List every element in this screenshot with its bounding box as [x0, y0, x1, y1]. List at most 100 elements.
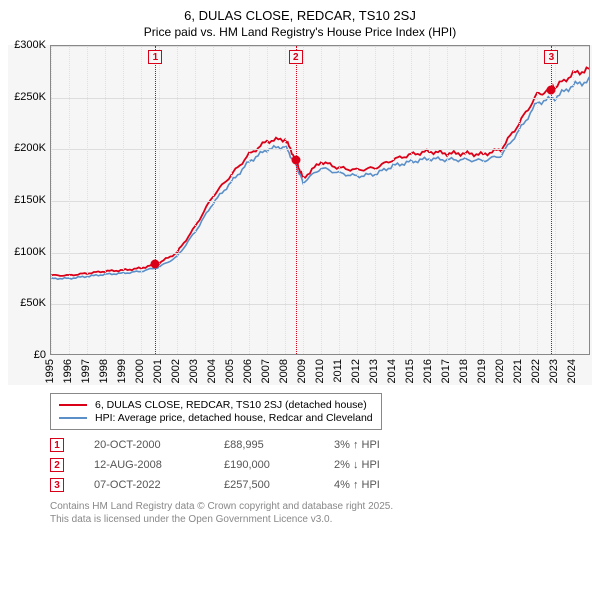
sale-marker-dot	[291, 155, 300, 164]
sale-marker-dot	[151, 260, 160, 269]
gridline-v	[141, 46, 142, 354]
x-tick-label: 2013	[368, 359, 380, 383]
gridline-v	[393, 46, 394, 354]
sale-date: 12-AUG-2008	[94, 459, 194, 471]
x-tick-label: 2024	[566, 359, 578, 383]
gridline-v	[303, 46, 304, 354]
legend-swatch	[59, 417, 87, 419]
gridline-v	[573, 46, 574, 354]
sale-diff: 4% ↑ HPI	[334, 479, 380, 491]
gridline-v	[321, 46, 322, 354]
chart-subtitle: Price paid vs. HM Land Registry's House …	[8, 25, 592, 39]
x-tick-label: 2008	[278, 359, 290, 383]
gridline-h	[51, 253, 589, 254]
x-tick-label: 2006	[242, 359, 254, 383]
sale-marker-line	[155, 46, 156, 354]
sale-price: £257,500	[224, 479, 304, 491]
x-tick-label: 2018	[458, 359, 470, 383]
gridline-v	[87, 46, 88, 354]
sale-price: £88,995	[224, 439, 304, 451]
x-tick-label: 2022	[530, 359, 542, 383]
sale-index-badge: 3	[50, 478, 64, 492]
x-tick-label: 1999	[116, 359, 128, 383]
x-tick-label: 2009	[296, 359, 308, 383]
x-tick-label: 2011	[332, 359, 344, 383]
gridline-v	[339, 46, 340, 354]
x-tick-label: 2010	[314, 359, 326, 383]
y-tick-label: £50K	[20, 297, 46, 309]
x-tick-label: 2019	[476, 359, 488, 383]
sale-row: 212-AUG-2008£190,0002% ↓ HPI	[50, 458, 592, 472]
gridline-v	[231, 46, 232, 354]
legend-item: 6, DULAS CLOSE, REDCAR, TS10 2SJ (detach…	[59, 399, 373, 411]
x-axis: 1995199619971998199920002001200220032004…	[50, 355, 590, 385]
legend: 6, DULAS CLOSE, REDCAR, TS10 2SJ (detach…	[50, 393, 382, 430]
x-tick-label: 1995	[44, 359, 56, 383]
x-tick-label: 2005	[224, 359, 236, 383]
gridline-v	[375, 46, 376, 354]
x-tick-label: 2015	[404, 359, 416, 383]
x-tick-label: 2004	[206, 359, 218, 383]
gridline-v	[177, 46, 178, 354]
x-tick-label: 2014	[386, 359, 398, 383]
gridline-h	[51, 304, 589, 305]
gridline-v	[429, 46, 430, 354]
gridline-v	[195, 46, 196, 354]
sale-row: 1 20-OCT-2000 £88,995 3% ↑ HPI	[50, 438, 592, 452]
x-tick-label: 2002	[170, 359, 182, 383]
sale-marker-badge: 1	[148, 50, 162, 64]
y-tick-label: £100K	[14, 246, 46, 258]
x-tick-label: 2020	[494, 359, 506, 383]
gridline-v	[123, 46, 124, 354]
sale-date: 07-OCT-2022	[94, 479, 194, 491]
gridline-v	[501, 46, 502, 354]
y-tick-label: £300K	[14, 39, 46, 51]
attribution-line: This data is licensed under the Open Gov…	[50, 513, 592, 526]
x-tick-label: 2023	[548, 359, 560, 383]
x-tick-label: 2003	[188, 359, 200, 383]
x-tick-label: 1996	[62, 359, 74, 383]
gridline-v	[465, 46, 466, 354]
gridline-v	[447, 46, 448, 354]
sale-diff: 2% ↓ HPI	[334, 459, 380, 471]
legend-swatch	[59, 404, 87, 406]
gridline-v	[69, 46, 70, 354]
sale-date: 20-OCT-2000	[94, 439, 194, 451]
gridline-v	[411, 46, 412, 354]
attribution-line: Contains HM Land Registry data © Crown c…	[50, 500, 592, 513]
sale-marker-badge: 3	[544, 50, 558, 64]
sale-index-badge: 1	[50, 438, 64, 452]
chart-title: 6, DULAS CLOSE, REDCAR, TS10 2SJ	[8, 8, 592, 23]
x-tick-label: 1997	[80, 359, 92, 383]
x-tick-label: 2001	[152, 359, 164, 383]
x-tick-label: 2017	[440, 359, 452, 383]
gridline-v	[249, 46, 250, 354]
sale-marker-badge: 2	[289, 50, 303, 64]
sale-diff: 3% ↑ HPI	[334, 439, 380, 451]
legend-label: 6, DULAS CLOSE, REDCAR, TS10 2SJ (detach…	[95, 399, 367, 411]
gridline-v	[213, 46, 214, 354]
sale-marker-dot	[547, 85, 556, 94]
x-tick-label: 2016	[422, 359, 434, 383]
x-tick-label: 2021	[512, 359, 524, 383]
legend-item: HPI: Average price, detached house, Redc…	[59, 412, 373, 424]
y-tick-label: £250K	[14, 91, 46, 103]
sale-index-badge: 2	[50, 458, 64, 472]
sale-marker-line	[296, 46, 297, 354]
x-tick-label: 2007	[260, 359, 272, 383]
sales-table: 1 20-OCT-2000 £88,995 3% ↑ HPI 2 12-AUG-2008 £…	[50, 438, 592, 492]
x-tick-label: 2012	[350, 359, 362, 383]
y-tick-label: £150K	[14, 194, 46, 206]
gridline-v	[483, 46, 484, 354]
gridline-v	[51, 46, 52, 354]
x-tick-label: 2000	[134, 359, 146, 383]
gridline-h	[51, 98, 589, 99]
gridline-v	[285, 46, 286, 354]
legend-label: HPI: Average price, detached house, Redc…	[95, 412, 373, 424]
chart-container: 6, DULAS CLOSE, REDCAR, TS10 2SJ Price p…	[8, 8, 592, 526]
gridline-h	[51, 201, 589, 202]
gridline-h	[51, 149, 589, 150]
plot-area: £0£50K£100K£150K£200K£250K£300K 123 1995…	[8, 45, 592, 385]
gridline-v	[267, 46, 268, 354]
sale-row: 3 07-OCT-2022 £257,500 4% ↑ HPI	[50, 478, 592, 492]
